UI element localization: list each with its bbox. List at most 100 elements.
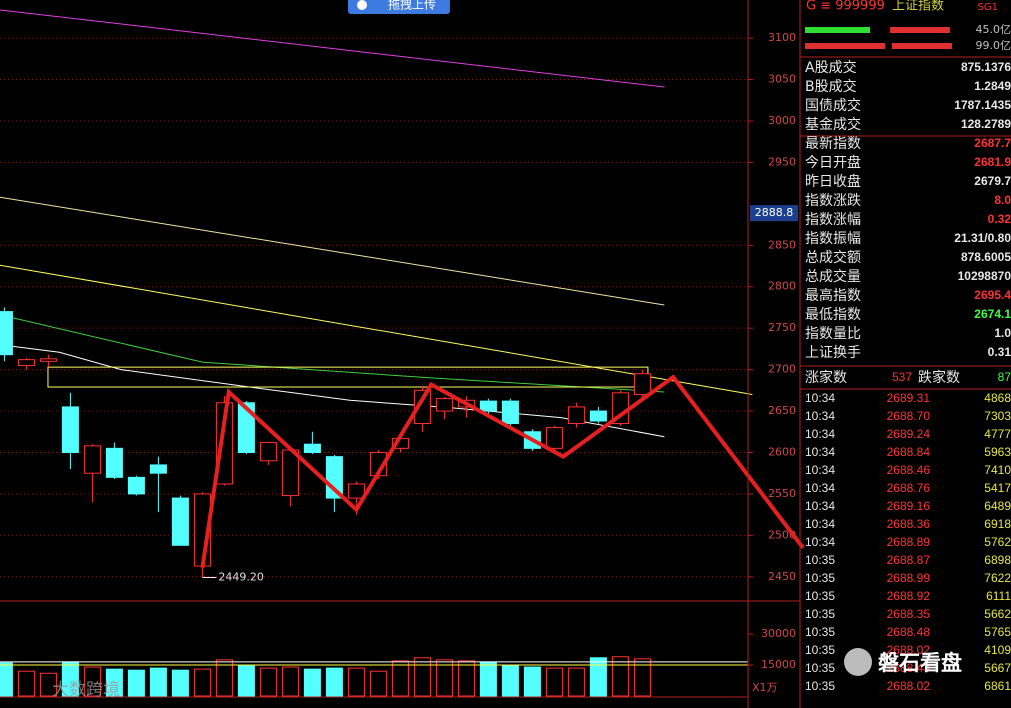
stat-label: 上证换手 — [805, 344, 861, 361]
volume-bar — [567, 667, 585, 697]
volume-bar — [501, 664, 519, 697]
trade-time: 10:34 — [805, 391, 835, 405]
candle-body — [435, 398, 453, 412]
trade-volume: 5762 — [984, 535, 1011, 549]
stat-value: 128.2789 — [961, 117, 1011, 131]
breadth-label: 跌家数 — [918, 369, 960, 386]
stat-value: 878.6005 — [961, 250, 1011, 264]
stat-value: 21.31/0.80 — [954, 231, 1011, 245]
candle-body — [83, 445, 101, 474]
trade-time: 10:34 — [805, 481, 835, 495]
y-tick-label: 2950 — [768, 155, 796, 168]
watermark: 磐石看盘 — [878, 651, 962, 675]
upload-button-label[interactable]: 拖拽上传 — [388, 0, 436, 12]
trade-time: 10:35 — [805, 679, 835, 693]
volume-bar — [105, 668, 123, 697]
stat-value: 1.2849 — [974, 79, 1011, 93]
trade-time: 10:34 — [805, 445, 835, 459]
y-tick-label: 2850 — [768, 238, 796, 251]
candle-body — [105, 447, 123, 478]
trade-price: 2689.24 — [887, 427, 931, 441]
trade-time: 10:35 — [805, 607, 835, 621]
trade-time: 10:34 — [805, 535, 835, 549]
trade-volume: 6489 — [984, 499, 1011, 513]
stat-value: 875.1376 — [961, 60, 1011, 74]
candle-body — [303, 443, 321, 453]
layers: 2450250025502600265027002750280028502950… — [0, 9, 805, 697]
volume-bar — [413, 657, 431, 697]
trade-price: 2688.70 — [887, 409, 931, 423]
stat-label: 最高指数 — [805, 287, 861, 304]
trade-volume: 7622 — [984, 571, 1011, 585]
volume-bar — [171, 669, 189, 697]
volume-bar — [369, 670, 387, 697]
trade-time: 10:34 — [805, 499, 835, 513]
candle-body — [127, 476, 145, 495]
panel-bar-label: 45.0亿 — [976, 23, 1011, 36]
candle-body — [633, 373, 651, 395]
ma-line — [0, 264, 753, 395]
volume-bar — [193, 668, 211, 697]
panel-bar — [805, 27, 870, 33]
price-marker-label: 2888.8 — [755, 206, 794, 219]
volume-bar — [17, 670, 35, 697]
candle-body — [259, 442, 277, 462]
trade-volume: 4868 — [984, 391, 1011, 405]
stat-value: 8.0 — [994, 193, 1011, 207]
trade-price: 2688.02 — [887, 643, 931, 657]
trade-price: 2688.84 — [887, 445, 931, 459]
panel-bar — [890, 27, 950, 33]
volume-bar — [589, 657, 607, 697]
volume-bar — [325, 667, 343, 697]
trade-price: 2688.89 — [887, 535, 931, 549]
volume-bar — [83, 666, 101, 697]
trade-time: 10:35 — [805, 625, 835, 639]
y-tick-label: 3100 — [768, 31, 796, 44]
price-marker — [750, 205, 798, 222]
breadth-value: 87 — [998, 370, 1011, 384]
stat-label: A股成交 — [805, 59, 857, 76]
candle-body — [567, 406, 585, 424]
volume-bar — [435, 659, 453, 697]
trade-volume: 5765 — [984, 625, 1011, 639]
trade-price: 2688.87 — [887, 553, 931, 567]
stat-value: 0.31 — [988, 345, 1011, 359]
volume-bar — [39, 672, 57, 697]
trade-volume: 6111 — [986, 589, 1011, 603]
trade-price: 2688.35 — [887, 607, 931, 621]
trade-volume: 5963 — [984, 445, 1011, 459]
y-tick-label: 2450 — [768, 570, 796, 583]
stat-label: 昨日收盘 — [805, 173, 861, 190]
volume-bar — [127, 669, 145, 697]
y-tick-label: 2550 — [768, 487, 796, 500]
volume-bar — [303, 668, 321, 697]
stat-value: 1.0 — [994, 326, 1011, 340]
panel-name: 上证指数 — [892, 0, 944, 14]
candle-body — [171, 497, 189, 546]
stat-label: 最低指数 — [805, 307, 861, 323]
panel-tag: SG1 — [978, 2, 998, 13]
stat-label: 今日开盘 — [805, 154, 861, 171]
panel-bar — [805, 43, 885, 49]
volume-bar — [215, 659, 233, 697]
candle-body — [281, 449, 299, 497]
volume-bar — [523, 666, 541, 697]
candle-body — [413, 389, 431, 424]
trade-price: 2688.92 — [887, 589, 931, 603]
trade-time: 10:34 — [805, 427, 835, 441]
stat-value: 0.32 — [988, 212, 1011, 226]
volume-bar — [259, 667, 277, 697]
volume-bar — [281, 666, 299, 697]
trade-price: 2688.43 — [887, 661, 931, 675]
ma-line — [0, 9, 665, 88]
volume-tick-label: 30000 — [761, 627, 796, 640]
volume-bar — [545, 667, 563, 697]
y-tick-label: 2800 — [768, 280, 796, 293]
upload-button[interactable] — [348, 0, 450, 14]
volume-bar — [611, 656, 629, 697]
trade-volume: 6898 — [984, 553, 1011, 567]
volume-bar — [0, 662, 13, 697]
trade-volume: 4109 — [984, 643, 1011, 657]
panel-bar-label: 99.0亿 — [976, 39, 1011, 52]
